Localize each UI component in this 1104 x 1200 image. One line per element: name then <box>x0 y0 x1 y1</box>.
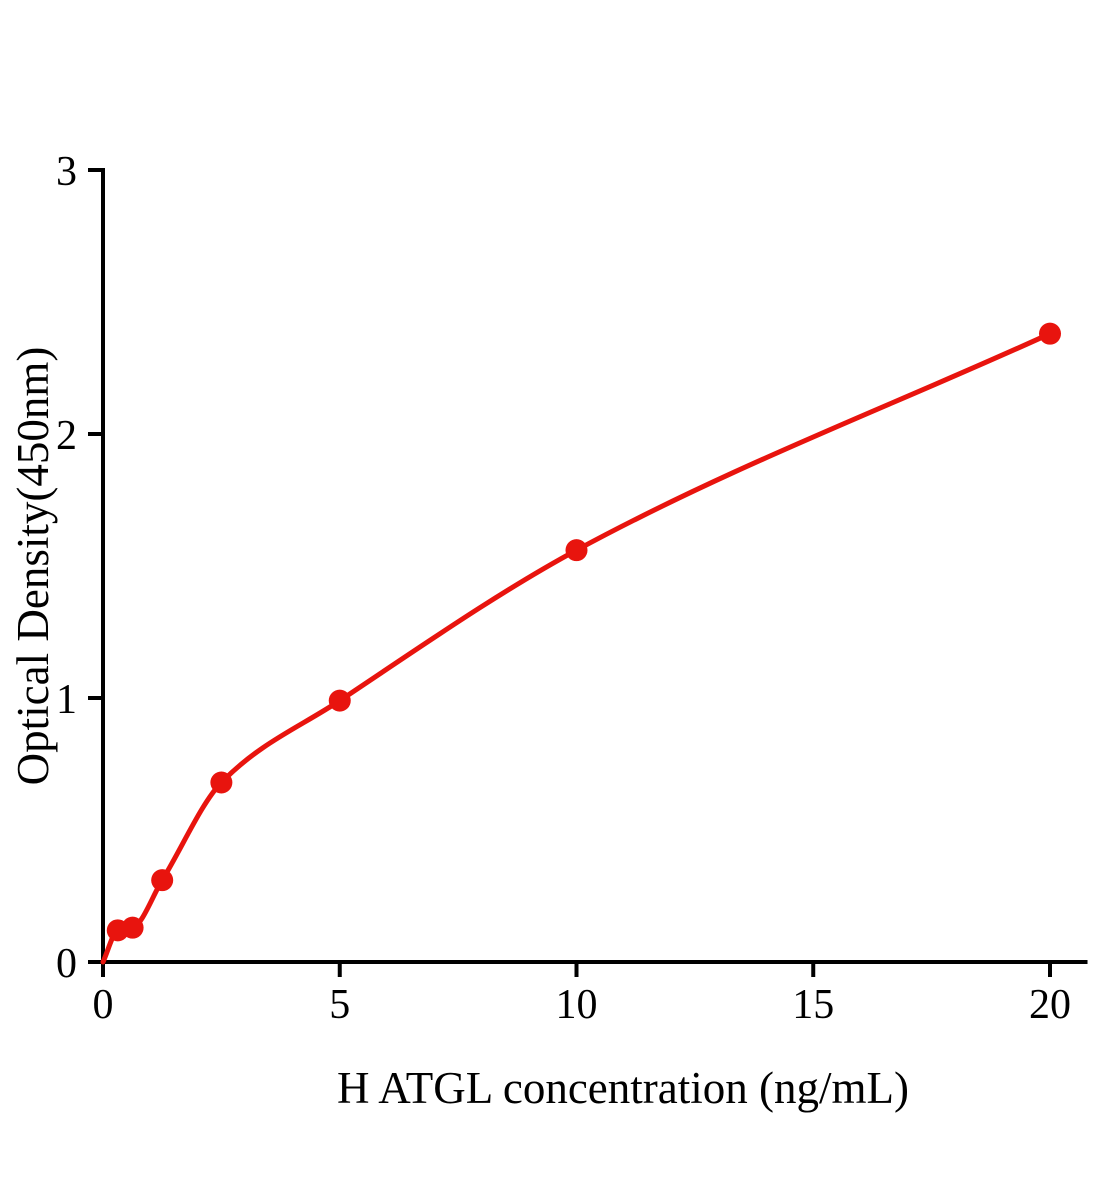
y-axis-tick-label: 0 <box>56 941 77 987</box>
x-axis-tick-label: 20 <box>1029 982 1071 1028</box>
plot-area: 0 5 10 15 20 0 1 2 3 <box>56 149 1088 1028</box>
x-axis-tick-label: 0 <box>93 982 114 1028</box>
data-point <box>151 869 174 892</box>
x-axis-tick-label: 15 <box>792 982 834 1028</box>
x-axis-tick-label: 5 <box>329 982 350 1028</box>
y-axis-tick-label: 3 <box>56 149 77 195</box>
x-axis-tick-label: 10 <box>556 982 598 1028</box>
data-point <box>210 771 233 794</box>
data-point <box>1039 322 1061 345</box>
data-point <box>121 916 144 939</box>
y-axis-tick-label: 1 <box>56 677 77 723</box>
fit-curve <box>100 331 1053 965</box>
data-point <box>565 539 588 562</box>
y-axis-tick-label: 2 <box>56 413 77 459</box>
x-axis-title: H ATGL concentration (ng/mL) <box>337 1063 909 1113</box>
y-axis-title: Optical Density(450nm) <box>8 347 58 786</box>
data-point <box>328 689 351 712</box>
